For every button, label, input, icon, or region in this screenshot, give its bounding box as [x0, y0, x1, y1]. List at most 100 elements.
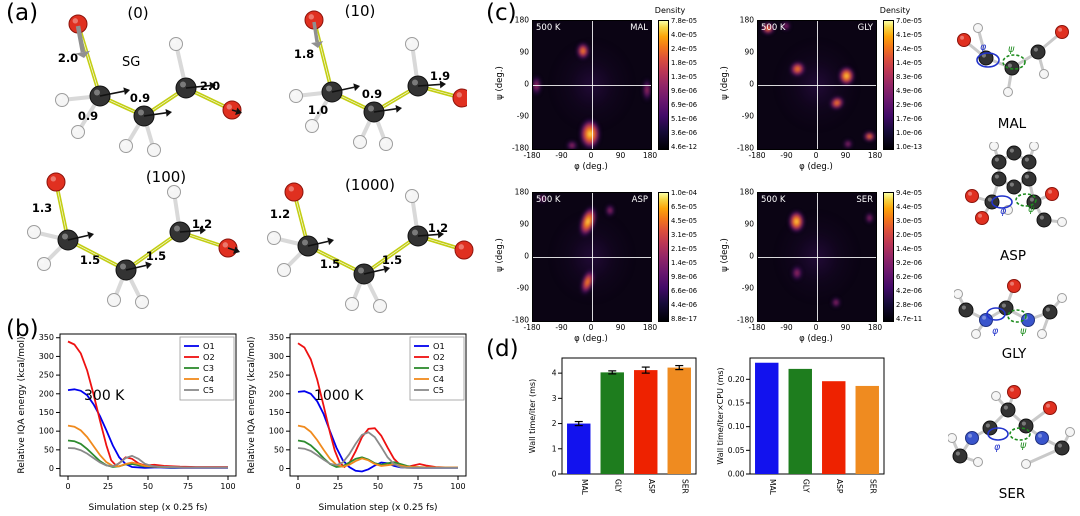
dihedral-ring [1015, 193, 1037, 207]
atom-highlight [120, 263, 126, 270]
vector-arrowhead [395, 104, 402, 113]
y-tick-label: 0 [49, 464, 54, 473]
atom-N [965, 431, 979, 445]
atom-H [305, 119, 319, 133]
atom-O [975, 211, 989, 225]
atom-highlight [110, 295, 115, 300]
atom-highlight [308, 14, 314, 20]
density-hotspot [791, 265, 804, 281]
atom-H [1029, 142, 1039, 151]
atom-highlight [1005, 89, 1008, 92]
vector-arrowhead [145, 261, 152, 270]
atom-highlight [348, 299, 352, 304]
atom-highlight [1059, 219, 1062, 222]
y-tick-label: 200 [39, 389, 54, 398]
x-tick-label: 100 [450, 482, 465, 491]
atom-H [37, 257, 51, 271]
atom-H [345, 297, 359, 311]
colorbar-tick: 2.8e-06 [896, 301, 923, 309]
psi-annotation: ψ [1020, 440, 1027, 451]
molecule-name-label: GLY [857, 23, 873, 33]
heavy-bond [67, 240, 126, 272]
atom-H [107, 293, 121, 307]
y-tick-label: 0 [524, 251, 529, 261]
heatmap-plot: 500 K SER [757, 192, 877, 322]
atom-O [1007, 279, 1021, 293]
atom-highlight [949, 435, 952, 438]
x-tick-label: -90 [780, 323, 793, 332]
atom-highlight [1009, 182, 1014, 187]
temperature-label: 500 K [536, 23, 561, 33]
atom-O [452, 88, 467, 108]
atom-H [379, 137, 393, 151]
y-tick-label: 3 [552, 394, 557, 403]
colorbar-tick: 9.2e-06 [896, 259, 923, 267]
y-tick-label: 90 [744, 47, 754, 57]
colorbar-tick: 9.8e-06 [671, 273, 698, 281]
panel-d-label: (d) [486, 336, 519, 362]
atom-highlight [1001, 303, 1006, 308]
atom-C [1021, 154, 1037, 170]
atom-C [998, 300, 1014, 316]
density-hotspot [862, 130, 876, 143]
atom-H [989, 142, 999, 151]
y-tick-label: 0 [749, 251, 754, 261]
x-category-label: GLY [801, 479, 810, 493]
atom-O [454, 240, 474, 260]
atom-highlight [1039, 215, 1044, 220]
atom-C [1036, 212, 1052, 228]
in-plot-title: 1000 K [314, 388, 364, 404]
y-tick-label: 300 [39, 352, 54, 361]
dihedral-ring [976, 52, 1000, 68]
vector-arrowhead [75, 50, 91, 58]
snapshot-step-label: (100) [146, 168, 186, 186]
atom-N [1021, 313, 1035, 327]
y-tick-label: 90 [519, 47, 529, 57]
phi-annotation: φ [980, 42, 987, 53]
line-chart-1000k: 0 25 50 75 100 0 50 100 150 200 250 300 350 Simulatio… [247, 333, 467, 513]
colorbar-tick: 4.7e-11 [896, 315, 923, 323]
y-tick-label: 0.15 [728, 398, 745, 407]
colorbar-tick: 6.2e-06 [896, 273, 923, 281]
x-axis-label: φ (deg.) [799, 334, 833, 344]
x-tick-label: 50 [373, 482, 383, 491]
y-tick-label: -90 [516, 111, 529, 121]
crosshair-vertical [816, 21, 818, 149]
atom-highlight [1007, 63, 1012, 68]
y-tick-label: 90 [519, 219, 529, 229]
colorbar-tick: 3.0e-05 [896, 217, 923, 225]
x-tick-label: 0 [588, 151, 594, 160]
x-tick-label: 90 [615, 323, 626, 332]
heavy-bond [364, 236, 420, 276]
colorbar-tick-labels: 1.0e-04 6.5e-05 4.5e-05 3.1e-05 2.1e-05 1.4e-… [671, 189, 697, 323]
vector-arrow [307, 240, 329, 247]
colorbar-tick: 8.8e-17 [671, 315, 698, 323]
density-hotspot [864, 212, 875, 224]
y-tick-label: 1 [552, 444, 557, 453]
atom-C [1054, 440, 1070, 456]
y-axis-label: Wall time/iter (ms) [528, 379, 537, 453]
colorbar-title: Density [654, 6, 686, 15]
colorbar-tick: 4.5e-05 [671, 217, 698, 225]
bond-length-label: 1.5 [320, 257, 340, 271]
density-hotspot [642, 78, 651, 103]
y-tick-label: 200 [269, 389, 284, 398]
heatmap-asp: 500 K ASP -180 -180 -90 -90 0 0 90 90 180 180 φ (deg… [495, 176, 721, 352]
bond-length-label: 1.5 [146, 249, 166, 263]
atom-highlight [1045, 307, 1050, 312]
y-tick-label: -90 [516, 283, 529, 293]
molecule-mal-label: MAL [997, 116, 1027, 132]
atom-highlight [170, 187, 174, 192]
legend-label: C4 [433, 374, 444, 384]
x-tick-label: -180 [748, 151, 766, 160]
y-axis-label: Wall time/iter×CPU (ms) [716, 367, 725, 464]
vector-arrowhead [310, 41, 324, 48]
heavy-bond [78, 23, 102, 96]
atom-highlight [1057, 443, 1062, 448]
atom-N [979, 313, 993, 327]
atom-highlight [1010, 387, 1014, 392]
legend-label: C5 [203, 385, 214, 395]
x-tick-label: 180 [642, 151, 658, 160]
atom-highlight [1058, 27, 1062, 32]
vector-arrow [331, 86, 355, 93]
